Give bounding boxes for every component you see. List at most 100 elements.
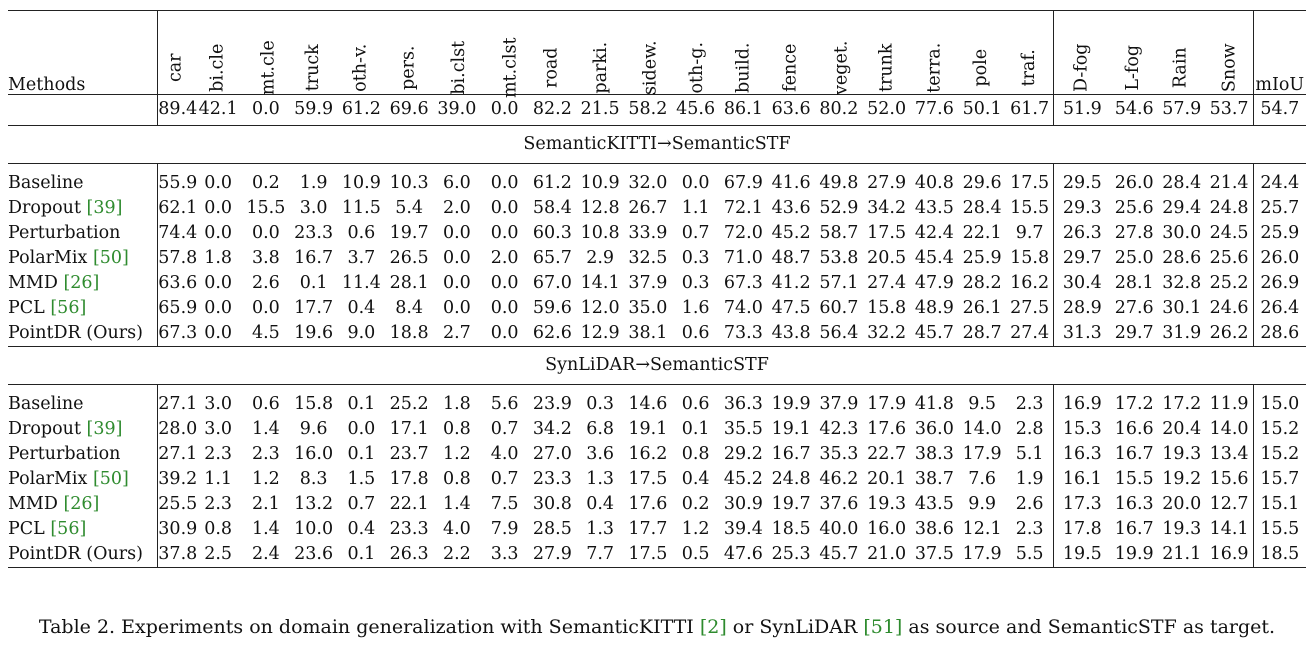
spacer-cell: [767, 164, 815, 172]
value-cell: 74.0: [723, 297, 763, 318]
value-cell: 13.2: [294, 493, 334, 514]
value-cell: 38.1: [628, 322, 668, 343]
value-cell: 17.6: [628, 493, 668, 514]
value-cell: 17.8: [1053, 517, 1111, 542]
spacer-cell: [624, 164, 672, 172]
value-cell: 0.0: [681, 172, 710, 193]
value-cell: 0.0: [251, 99, 280, 120]
value-cell: 25.3: [767, 542, 815, 568]
method-citation[interactable]: [56]: [50, 297, 87, 318]
value-cell: 19.2: [1162, 468, 1202, 489]
method-citation[interactable]: [26]: [63, 272, 100, 293]
value-cell: 23.6: [289, 542, 338, 568]
value-cell: 27.4: [867, 272, 907, 293]
value-cell: 2.5: [194, 542, 242, 568]
method-citation[interactable]: [50]: [92, 468, 129, 489]
value-cell: 38.6: [914, 518, 954, 539]
value-cell: 29.7: [1053, 246, 1111, 271]
value-cell: 22.1: [389, 493, 429, 514]
method-citation[interactable]: [39]: [86, 418, 123, 439]
value-cell: 15.2: [1252, 417, 1306, 442]
value-cell: 16.7: [1114, 443, 1154, 464]
value-cell: 45.2: [771, 222, 811, 243]
value-cell: 46.2: [819, 468, 859, 489]
value-cell: 27.6: [1114, 297, 1154, 318]
value-cell: 29.6: [962, 172, 1002, 193]
header-class-0: car: [157, 10, 195, 95]
value-cell: 16.2: [1010, 272, 1050, 293]
table-row: PointDR (Ours) 67.3 0.0 4.5 19.6 9.0 18.8 2.7 0.…: [8, 321, 1306, 347]
value-cell: 3.7: [347, 247, 376, 268]
spacer-row: [8, 384, 1306, 393]
method-citation[interactable]: [56]: [50, 518, 87, 539]
value-cell: 11.9: [1209, 393, 1249, 414]
value-cell: 11.5: [341, 197, 381, 218]
spacer-cell: [337, 164, 385, 172]
value-cell: 21.4: [1209, 172, 1249, 193]
value-cell: 15.8: [867, 297, 907, 318]
value-cell: 21.5: [580, 99, 620, 120]
value-cell: 22.7: [867, 443, 907, 464]
header-class-6-label: bi.clst: [449, 40, 470, 95]
value-cell: 52.0: [867, 99, 907, 120]
value-cell: 15.7: [1252, 467, 1306, 492]
value-cell: 49.8: [819, 172, 859, 193]
spacer-cell: [958, 385, 1006, 393]
value-cell: 61.2: [532, 172, 572, 193]
value-cell: 2.4: [241, 542, 290, 568]
value-cell: 1.8: [204, 247, 233, 268]
value-cell: 2.3: [204, 493, 233, 514]
value-cell: 0.1: [347, 393, 376, 414]
value-cell: 67.0: [532, 272, 572, 293]
value-cell: 37.9: [628, 272, 668, 293]
value-cell: 2.1: [251, 493, 280, 514]
value-cell: 39.2: [157, 467, 197, 492]
value-cell: 16.3: [1114, 493, 1154, 514]
header-weather-2: Rain: [1158, 11, 1206, 95]
value-cell: 62.6: [532, 322, 572, 343]
value-cell: 43.8: [771, 322, 811, 343]
value-cell: 37.5: [910, 542, 959, 568]
value-cell: 61.7: [1010, 99, 1050, 120]
value-cell: 63.6: [157, 271, 197, 296]
value-cell: 86.1: [723, 99, 763, 120]
value-cell: 16.9: [1205, 542, 1254, 568]
table-row: Perturbation 74.4 0.0 0.0 23.3 0.6 19.7 0.0 0.0 6…: [8, 221, 1306, 246]
value-cell: 16.3: [1053, 442, 1111, 467]
value-cell: 7.7: [576, 542, 624, 568]
value-cell: 45.7: [814, 542, 863, 568]
value-cell: 31.9: [1162, 322, 1202, 343]
spacer-cell: [337, 385, 385, 393]
caption-cite-1[interactable]: [2]: [699, 616, 727, 638]
value-cell: 10.0: [294, 518, 334, 539]
caption-cite-2[interactable]: [51]: [863, 616, 903, 638]
value-cell: 19.1: [628, 418, 668, 439]
value-cell: 58.4: [532, 197, 572, 218]
value-cell: 0.0: [490, 99, 519, 120]
value-cell: 25.9: [962, 247, 1002, 268]
value-cell: 89.4: [157, 94, 197, 126]
value-cell: 1.3: [586, 518, 615, 539]
value-cell: 45.6: [676, 99, 716, 120]
value-cell: 43.6: [771, 197, 811, 218]
method-citation[interactable]: [50]: [92, 247, 129, 268]
spacer-cell: [863, 164, 911, 172]
value-cell: 25.6: [1114, 197, 1154, 218]
header-row: Methods car bi.cle mt.cle truck oth-v. pers. b…: [8, 10, 1306, 98]
method-citation[interactable]: [39]: [86, 197, 123, 218]
method-name: PolarMix [50]: [8, 246, 158, 271]
header-class-5-label: pers.: [398, 45, 419, 90]
value-cell: 73.3: [723, 322, 763, 343]
value-cell: 1.1: [681, 197, 710, 218]
header-class-13-label: fence: [780, 43, 801, 92]
value-cell: 12.1: [962, 518, 1002, 539]
value-cell: 82.2: [532, 99, 572, 120]
method-citation[interactable]: [26]: [63, 493, 100, 514]
value-cell: 20.0: [1162, 493, 1202, 514]
value-cell: 23.7: [389, 443, 429, 464]
method-name: PCL [56]: [8, 296, 158, 321]
value-cell: 7.9: [490, 518, 519, 539]
header-class-15-label: trunk: [876, 42, 897, 92]
spacer-cell: [1158, 385, 1206, 393]
value-cell: 3.8: [251, 247, 280, 268]
